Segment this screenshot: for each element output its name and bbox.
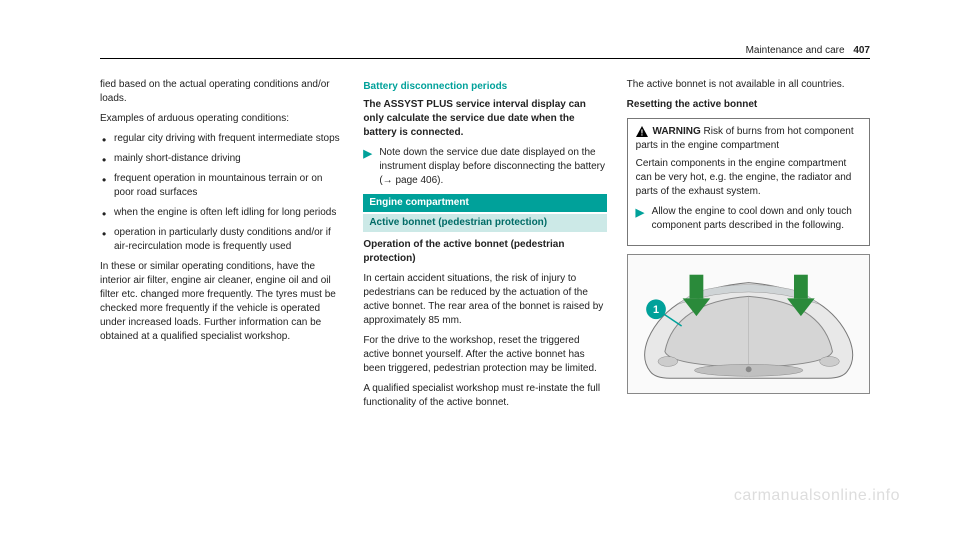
column-3: The active bonnet is not available in al… <box>627 78 870 416</box>
body-text: fied based on the actual operating condi… <box>100 78 343 106</box>
instruction-item: ▶ Note down the service due date display… <box>363 146 606 188</box>
diagram-svg: 1 <box>628 255 869 393</box>
instruction-text: Allow the engine to cool down and only t… <box>652 206 852 231</box>
body-text-bold: Resetting the active bonnet <box>627 98 870 112</box>
watermark: carmanualsonline.info <box>734 485 900 507</box>
body-text: The active bonnet is not available in al… <box>627 78 870 92</box>
instruction-text-end: ). <box>437 175 443 186</box>
body-text-bold: Operation of the active bonnet (pedestri… <box>363 238 606 266</box>
arrow-icon: → <box>383 175 396 186</box>
bonnet-diagram: 1 <box>627 254 870 394</box>
section-name: Maintenance and care <box>746 45 845 56</box>
body-text: Examples of arduous operating conditions… <box>100 112 343 126</box>
page-number: 407 <box>853 45 870 56</box>
diagram-marker-label: 1 <box>653 304 659 316</box>
body-text-bold: The ASSYST PLUS service interval display… <box>363 98 606 140</box>
column-2: Battery disconnection periods The ASSYST… <box>363 78 606 416</box>
warning-label: WARNING <box>652 126 700 137</box>
header-rule <box>100 58 870 59</box>
list-item: frequent operation in mountainous terrai… <box>100 172 343 200</box>
list-item: mainly short-distance driving <box>100 152 343 166</box>
warning-triangle-icon: ! <box>636 126 648 137</box>
page-header: Maintenance and care 407 <box>746 44 870 58</box>
subheading: Battery disconnection periods <box>363 80 606 94</box>
warning-header: ! WARNING Risk of burns from hot compone… <box>636 125 861 153</box>
bullet-list: regular city driving with frequent inter… <box>100 132 343 254</box>
list-item: operation in particularly dusty conditio… <box>100 226 343 254</box>
svg-text:!: ! <box>640 128 643 137</box>
instruction-marker-icon: ▶ <box>363 147 371 162</box>
instruction-item: ▶ Allow the engine to cool down and only… <box>636 205 861 233</box>
body-text: A qualified specialist workshop must re-… <box>363 382 606 410</box>
list-item: when the engine is often left idling for… <box>100 206 343 220</box>
instruction-marker-icon: ▶ <box>636 206 644 221</box>
column-1: fied based on the actual operating condi… <box>100 78 343 416</box>
body-text: In certain accident situations, the risk… <box>363 272 606 328</box>
page-reference: page 406 <box>395 175 437 186</box>
body-text: In these or similar operating conditions… <box>100 260 343 344</box>
warning-box: ! WARNING Risk of burns from hot compone… <box>627 118 870 246</box>
content-columns: fied based on the actual operating condi… <box>100 78 870 416</box>
section-subheading: Active bonnet (pedestrian protection) <box>363 214 606 232</box>
body-text: For the drive to the workshop, reset the… <box>363 334 606 376</box>
section-heading: Engine compartment <box>363 194 606 212</box>
warning-body: Certain components in the engine compart… <box>636 157 861 199</box>
list-item: regular city driving with frequent inter… <box>100 132 343 146</box>
